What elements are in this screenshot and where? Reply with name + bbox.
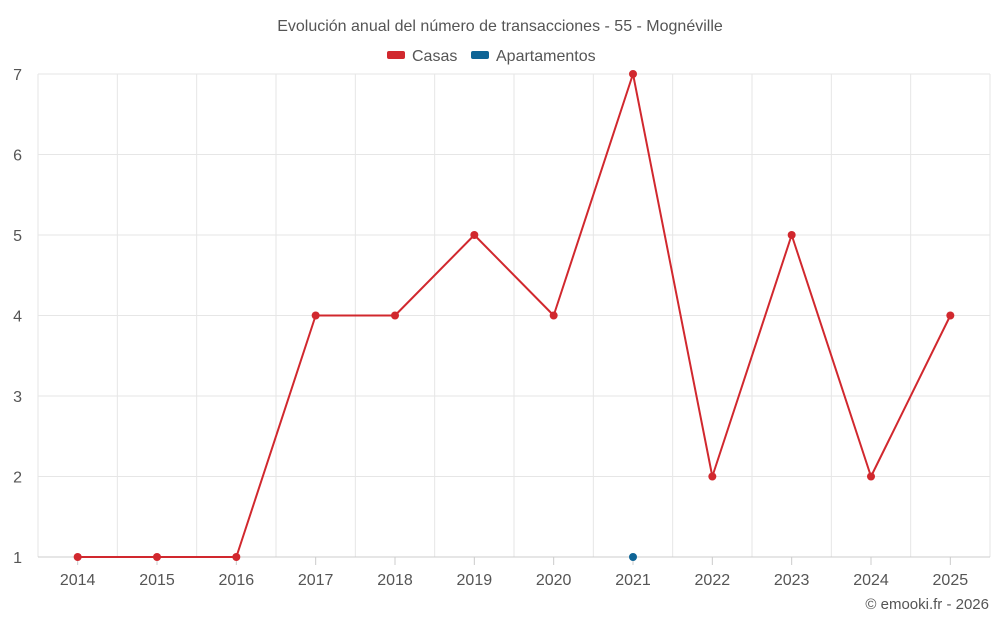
x-tick-label-2016: 2016 xyxy=(219,572,255,589)
x-tick-label-2024: 2024 xyxy=(853,572,889,589)
point-casas-2019[interactable] xyxy=(470,231,479,239)
y-tick-label-7: 7 xyxy=(13,67,22,84)
point-casas-2022[interactable] xyxy=(708,472,717,481)
y-tick-label-6: 6 xyxy=(13,148,22,165)
y-tick-label-3: 3 xyxy=(13,389,22,406)
point-casas-2025[interactable] xyxy=(946,311,955,320)
x-tick-label-2025: 2025 xyxy=(933,572,969,589)
legend-label-casas: Casas xyxy=(412,48,457,65)
x-tick-label-2017: 2017 xyxy=(298,572,334,589)
point-casas-2020[interactable] xyxy=(549,311,558,320)
y-tick-label-2: 2 xyxy=(13,470,22,487)
x-tick-label-2022: 2022 xyxy=(695,572,731,589)
y-axis: 1 2 3 4 5 6 7 xyxy=(13,67,22,567)
x-axis: 2014 2015 2016 2017 2018 2019 2020 2021 2022 2023… xyxy=(38,556,990,589)
point-casas-2024[interactable] xyxy=(867,472,875,481)
point-casas-2018[interactable] xyxy=(391,311,399,320)
y-tick-label-4: 4 xyxy=(13,309,22,326)
credit-text: © emooki.fr - 2026 xyxy=(865,596,989,613)
series xyxy=(73,70,955,561)
point-casas-2014[interactable] xyxy=(73,553,82,561)
chart-title: Evolución anual del número de transaccio… xyxy=(277,18,723,35)
x-tick-label-2018: 2018 xyxy=(377,572,413,589)
x-tick-label-2015: 2015 xyxy=(139,572,175,589)
x-tick-label-2019: 2019 xyxy=(457,572,493,589)
legend-item-apartamentos[interactable]: Apartamentos xyxy=(471,48,596,65)
point-casas-2016[interactable] xyxy=(232,553,241,561)
point-casas-2017[interactable] xyxy=(311,311,320,320)
legend-item-casas[interactable]: Casas xyxy=(387,48,457,65)
x-tick-label-2014: 2014 xyxy=(60,572,96,589)
point-casas-2015[interactable] xyxy=(153,553,161,561)
point-apartamentos-2021[interactable] xyxy=(629,553,637,561)
x-tick-label-2023: 2023 xyxy=(774,572,810,589)
x-tick-label-2021: 2021 xyxy=(615,572,651,589)
x-tick-label-2020: 2020 xyxy=(536,572,572,589)
legend: Casas Apartamentos xyxy=(387,48,596,65)
legend-label-apartamentos: Apartamentos xyxy=(496,48,596,65)
point-casas-2023[interactable] xyxy=(787,231,796,239)
series-line-casas xyxy=(77,73,952,558)
y-tick-label-1: 1 xyxy=(13,550,22,567)
grid xyxy=(37,73,991,557)
legend-swatch-casas xyxy=(387,51,405,59)
y-tick-label-5: 5 xyxy=(13,228,22,245)
legend-swatch-apartamentos xyxy=(471,51,489,59)
point-casas-2021[interactable] xyxy=(629,70,637,78)
